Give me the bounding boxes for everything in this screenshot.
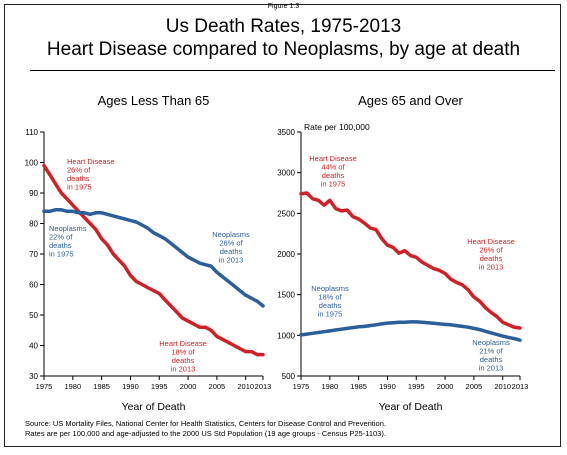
x-axis-label: Year of Death [122,401,186,413]
neoplasms-line [42,208,265,308]
y-tick-label: 3000 [277,169,295,178]
annotation-label: Heart Disease [467,237,515,246]
annotation-label: 21% of [479,347,503,356]
y-tick-label: 80 [29,220,38,229]
y-tick-label: 40 [29,342,38,351]
annotation-label: deaths [220,247,243,256]
x-tick-label: 1990 [379,382,396,391]
annotation-label: 44% of [321,163,345,172]
title-divider [30,70,555,71]
annotation-label: Neoplasms [212,230,250,239]
annotation-label: in 2013 [479,263,504,272]
annotation-label: Heart Disease [67,157,115,166]
annotation-label: deaths [319,301,342,310]
x-tick-label: 2005 [209,382,226,391]
y-axis-label: Rate per 100,000 [304,122,370,132]
annotation-label: Neoplasms [311,284,349,293]
x-tick-label: 1975 [36,382,53,391]
annotation-label: 18% of [171,348,195,357]
y-tick-label: 70 [29,250,38,259]
y-tick-label: 500 [282,372,296,381]
y-tick-label: 2500 [277,209,295,218]
y-tick-label: 110 [25,128,38,137]
y-tick-label: 2000 [277,250,295,259]
annotation-label: in 1975 [321,180,346,189]
annotation-label: in 2013 [479,364,504,373]
annotation-label: deaths [49,241,72,250]
x-tick-label: 1995 [408,382,425,391]
x-tick-label: 1985 [350,382,367,391]
annotation-label: Heart Disease [309,154,357,163]
annotation-label: in 2013 [219,256,244,265]
x-tick-label: 2013 [512,382,529,391]
x-tick-label: 2013 [255,382,272,391]
x-tick-label: 1995 [151,382,168,391]
x-tick-label: 2010 [237,382,254,391]
x-tick-label: 2000 [437,382,454,391]
y-tick-label: 1500 [277,291,295,300]
annotation-label: 26% of [219,239,243,248]
neoplasms-line [299,320,522,342]
annotation-label: 26% of [67,166,91,175]
y-tick-label: 60 [29,281,38,290]
annotation-label: deaths [172,356,195,365]
y-tick-label: 100 [25,159,39,168]
annotation-label: deaths [480,254,503,263]
x-tick-label: 1985 [93,382,110,391]
annotation-label: in 1975 [49,250,74,259]
annotation-label: 18% of [318,293,342,302]
annotation-label: deaths [67,174,90,183]
annotation-label: deaths [480,355,503,364]
source-note: Source: US Mortality Files, National Cen… [25,419,386,428]
annotation-label: Heart Disease [159,339,207,348]
x-tick-label: 2000 [180,382,197,391]
annotation-label: in 1975 [67,183,92,192]
annotation-label: Neoplasms [49,224,87,233]
annotation-label: in 2013 [171,365,196,374]
figure-label: Figure 1.3 [267,3,300,10]
x-tick-label: 2005 [466,382,483,391]
x-tick-label: 1980 [321,382,338,391]
annotation-label: Neoplasms [472,338,510,347]
source-note-2: Rates are per 100,000 and age-adjusted t… [25,429,386,438]
annotation-label: 22% of [49,233,73,242]
figure-frame [4,4,561,447]
figure-subtitle: Heart Disease compared to Neoplasms, by … [46,39,521,60]
y-tick-label: 1000 [277,331,295,340]
y-tick-label: 90 [29,189,38,198]
heart-disease-line [299,191,522,330]
y-tick-label: 30 [29,372,38,381]
figure-title: Us Death Rates, 1975-2013 [165,16,402,37]
x-tick-label: 1980 [64,382,81,391]
panel-title: Ages Less Than 65 [98,93,210,108]
annotation-label: in 1975 [318,310,343,319]
x-tick-label: 1990 [122,382,139,391]
x-tick-label: 1975 [293,382,310,391]
x-axis-label: Year of Death [379,401,443,413]
annotation-label: 26% of [479,246,503,255]
y-tick-label: 3500 [277,128,295,137]
panel-title: Ages 65 and Over [358,93,463,108]
y-tick-label: 50 [29,311,38,320]
x-tick-label: 2010 [494,382,511,391]
annotation-label: deaths [322,171,345,180]
